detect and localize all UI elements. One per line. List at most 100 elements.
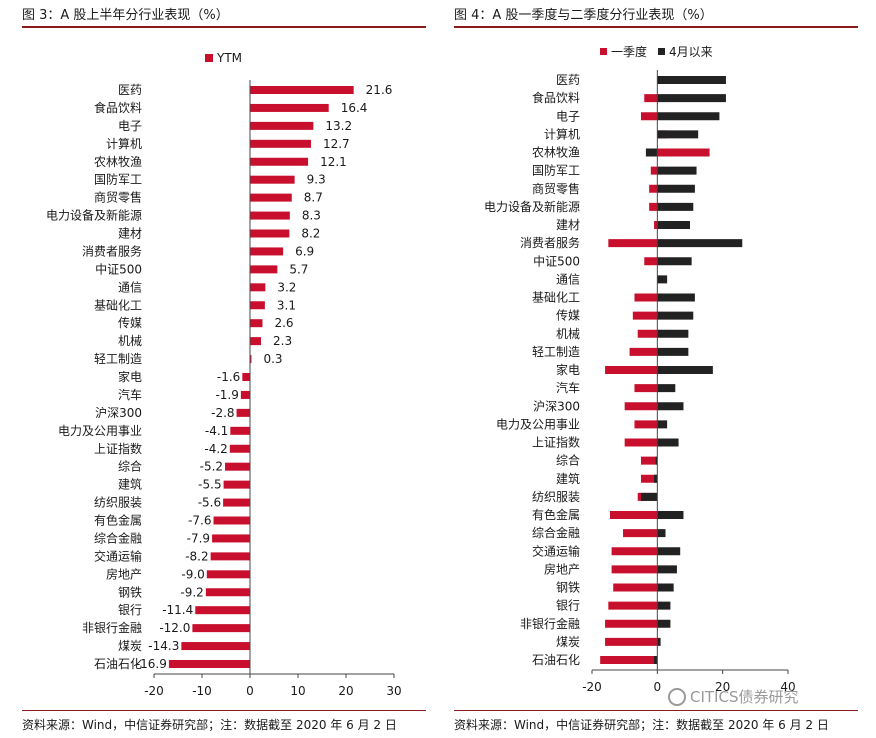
category-label: 基础化工: [532, 291, 580, 305]
category-label: 有色金属: [532, 507, 580, 522]
category-label: 通信: [556, 272, 580, 286]
bar-since-april: [657, 547, 681, 556]
category-label: 交通运输: [532, 543, 580, 558]
category-label: 综合金融: [532, 525, 580, 540]
bar-q1: [657, 148, 710, 157]
category-label: 房地产: [106, 566, 142, 581]
category-label: 上证指数: [94, 441, 142, 456]
bar-ytm: [213, 516, 250, 525]
category-label: 煤炭: [556, 635, 580, 649]
bar-q1: [632, 311, 658, 320]
category-label: 计算机: [544, 126, 580, 141]
bar-since-april: [645, 148, 658, 157]
bar-ytm: [210, 552, 250, 561]
bar-since-april: [657, 347, 689, 356]
bar-since-april: [657, 511, 684, 519]
bar-q1: [623, 529, 658, 538]
bar-q1: [634, 384, 658, 393]
bar-ytm: [242, 373, 250, 381]
category-label: 银行: [556, 599, 580, 613]
legend-label-q1: 一季度: [611, 44, 647, 59]
bar-ytm: [192, 624, 250, 633]
category-label: 电力设备及新能源: [46, 208, 142, 223]
bar-q1: [608, 239, 658, 248]
category-label: 电力设备及新能源: [484, 199, 580, 214]
value-label: -9.2: [180, 585, 203, 599]
category-label: 消费者服务: [82, 243, 142, 258]
value-label: 8.3: [302, 209, 321, 223]
left-source-rule: [22, 710, 426, 711]
bar-ytm: [212, 534, 250, 543]
category-label: 银行: [118, 603, 142, 617]
value-label: -5.5: [198, 478, 221, 492]
category-label: 家电: [118, 369, 142, 384]
category-label: 交通运输: [94, 548, 142, 563]
bar-ytm: [250, 319, 263, 328]
category-label: 综合金融: [94, 530, 142, 545]
value-label: 9.3: [307, 173, 326, 187]
bar-since-april: [654, 656, 658, 664]
value-label: 16.4: [341, 101, 368, 115]
category-label: 非银行金融: [520, 616, 580, 631]
category-label: 建筑: [556, 471, 580, 486]
x-tick-label: 40: [780, 680, 795, 694]
x-tick-label: 30: [386, 684, 401, 698]
bar-ytm: [206, 570, 250, 579]
bar-q1: [641, 456, 658, 465]
bar-ytm: [223, 498, 250, 507]
bar-ytm: [250, 265, 278, 274]
bar-since-april: [657, 94, 726, 103]
legend-swatch-ytm: [205, 54, 213, 62]
bar-q1: [605, 366, 658, 374]
right-source-rule: [454, 710, 858, 711]
value-label: -8.2: [185, 549, 208, 563]
watermark: CITICS债券研究: [668, 686, 798, 707]
bar-ytm: [250, 193, 292, 202]
bar-since-april: [657, 130, 699, 139]
bar-q1: [608, 601, 658, 610]
category-label: 非银行金融: [82, 620, 142, 635]
category-label: 轻工制造: [532, 345, 580, 359]
bar-ytm: [195, 606, 250, 615]
bar-q1: [644, 257, 658, 266]
value-label: -7.9: [187, 531, 210, 545]
bar-since-april: [657, 420, 668, 429]
category-label: 家电: [556, 362, 580, 377]
bar-ytm: [250, 283, 266, 292]
x-tick-label: 0: [246, 684, 254, 698]
x-tick-label: -20: [582, 680, 602, 694]
legend-swatch-q1: [600, 48, 607, 55]
legend-label-ytm: YTM: [216, 51, 242, 65]
bar-since-april: [657, 184, 695, 193]
bar-q1: [609, 511, 658, 519]
category-label: 轻工制造: [94, 352, 142, 366]
bar-ytm: [225, 462, 250, 471]
bar-since-april: [654, 474, 658, 483]
bar-ytm: [230, 426, 250, 435]
value-label: -2.8: [211, 406, 234, 420]
value-label: 3.2: [277, 280, 296, 294]
bar-since-april: [657, 637, 661, 646]
bar-ytm: [250, 301, 265, 310]
bar-ytm: [250, 86, 354, 94]
category-label: 通信: [118, 280, 142, 294]
category-label: 医药: [118, 83, 142, 97]
category-label: 沪深300: [95, 406, 142, 420]
category-label: 农林牧渔: [532, 146, 580, 160]
value-label: 21.6: [366, 83, 393, 97]
bar-since-april: [657, 221, 690, 229]
category-label: 煤炭: [118, 639, 142, 653]
bar-since-april: [657, 402, 684, 411]
bar-q1: [641, 474, 658, 483]
category-label: 上证指数: [532, 435, 580, 450]
category-label: 基础化工: [94, 298, 142, 312]
category-label: 食品饮料: [532, 90, 580, 105]
bar-since-april: [657, 257, 692, 266]
bar-q1: [611, 547, 658, 556]
bar-q1: [629, 347, 658, 356]
value-label: 12.1: [320, 155, 347, 169]
left-source-note: 资料来源：Wind，中信证券研究部；注：数据截至 2020 年 6 月 2 日: [22, 718, 397, 732]
category-label: 建材: [118, 227, 142, 241]
category-label: 商贸零售: [532, 181, 580, 196]
x-tick-label: -20: [144, 684, 164, 698]
